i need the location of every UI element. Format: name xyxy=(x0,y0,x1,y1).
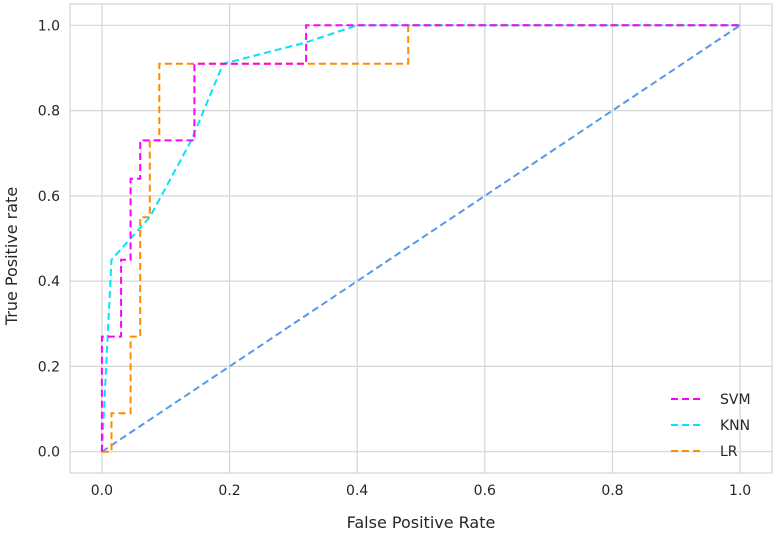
legend-label-knn: KNN xyxy=(720,418,750,434)
legend: SVM KNN LR xyxy=(671,392,751,460)
y-axis-ticks: 0.0 0.2 0.4 0.6 0.8 1.0 xyxy=(38,18,60,460)
legend-label-svm: SVM xyxy=(720,392,751,408)
series-lines xyxy=(100,24,741,453)
reference-diagonal-line xyxy=(101,24,741,453)
y-axis-label: True Positive rate xyxy=(2,187,21,326)
legend-label-lr: LR xyxy=(720,444,738,460)
x-tick-label: 0.6 xyxy=(474,483,496,499)
x-axis-ticks: 0.0 0.2 0.4 0.6 0.8 1.0 xyxy=(91,483,751,499)
series-line-svm xyxy=(100,24,741,452)
x-tick-label: 1.0 xyxy=(729,483,751,499)
x-tick-label: 0.8 xyxy=(601,483,623,499)
x-tick-label: 0.4 xyxy=(346,483,368,499)
y-tick-label: 1.0 xyxy=(38,18,60,34)
x-axis-label: False Positive Rate xyxy=(347,513,496,532)
y-tick-label: 0.4 xyxy=(38,274,60,290)
y-tick-label: 0.6 xyxy=(38,189,60,205)
series-line-lr xyxy=(101,24,741,453)
y-tick-label: 0.2 xyxy=(38,359,60,375)
y-tick-label: 0.8 xyxy=(38,104,60,120)
x-tick-label: 0.2 xyxy=(218,483,240,499)
x-tick-label: 0.0 xyxy=(91,483,113,499)
y-tick-label: 0.0 xyxy=(38,445,60,461)
reference-diagonal xyxy=(101,24,741,453)
